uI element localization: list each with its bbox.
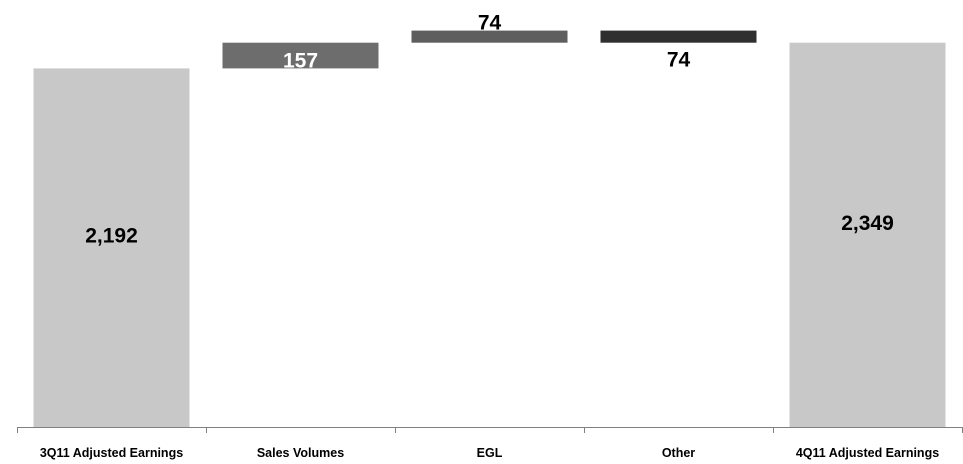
bar-4q11-adjusted-earnings [789, 42, 946, 427]
x-tick-label: 3Q11 Adjusted Earnings [40, 446, 183, 460]
x-tick-label: EGL [477, 446, 503, 460]
bar-sales-volumes [222, 42, 379, 69]
value-label: 2,349 [841, 212, 894, 235]
value-label: 74 [667, 49, 691, 72]
value-label: 2,192 [85, 225, 138, 248]
x-tick-label: Sales Volumes [257, 446, 344, 460]
x-tick-label: Other [662, 446, 695, 460]
x-tick-label: 4Q11 Adjusted Earnings [796, 446, 939, 460]
bar-3q11-adjusted-earnings [33, 68, 190, 428]
value-label: 74 [478, 12, 502, 35]
value-label: 157 [283, 49, 318, 72]
bar-other [600, 30, 757, 43]
bar-egl [411, 30, 568, 43]
